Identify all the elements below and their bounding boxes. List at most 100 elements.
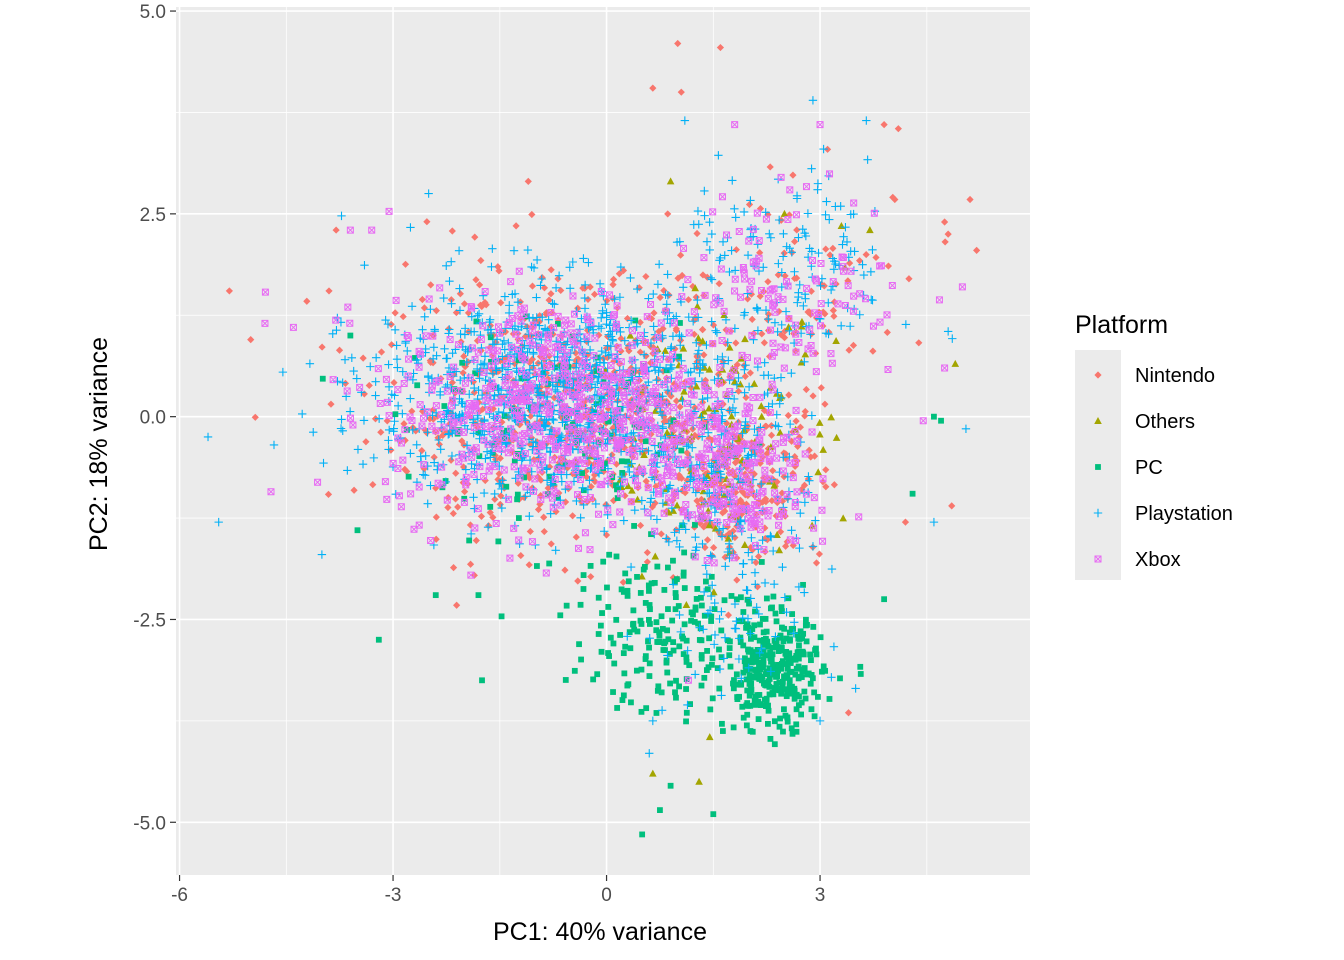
point-playstation bbox=[490, 489, 499, 499]
point-pc bbox=[786, 629, 793, 636]
point-xbox bbox=[451, 387, 459, 395]
point-playstation bbox=[750, 568, 760, 577]
point-playstation bbox=[766, 531, 775, 541]
point-xbox bbox=[507, 425, 515, 433]
point-nintendo bbox=[527, 434, 536, 442]
point-xbox bbox=[637, 331, 645, 339]
point-xbox bbox=[627, 436, 635, 444]
point-xbox bbox=[941, 364, 949, 372]
point-pc bbox=[658, 689, 665, 696]
point-playstation bbox=[702, 570, 711, 579]
point-xbox bbox=[574, 544, 582, 552]
point-pc bbox=[784, 718, 791, 725]
point-xbox bbox=[438, 463, 446, 471]
point-nintendo bbox=[635, 368, 644, 376]
point-xbox bbox=[714, 437, 722, 445]
point-nintendo bbox=[849, 341, 858, 349]
point-playstation bbox=[713, 374, 723, 383]
point-nintendo bbox=[600, 467, 608, 476]
point-pc bbox=[681, 585, 688, 591]
point-xbox bbox=[612, 320, 620, 328]
point-nintendo bbox=[678, 271, 686, 280]
point-xbox bbox=[753, 357, 761, 365]
point-pc bbox=[770, 593, 777, 600]
point-xbox bbox=[855, 513, 863, 521]
point-playstation bbox=[702, 488, 712, 498]
point-pc bbox=[857, 663, 864, 670]
point-xbox bbox=[730, 366, 738, 374]
point-nintendo bbox=[511, 360, 519, 368]
point-nintendo bbox=[750, 470, 758, 478]
point-xbox bbox=[735, 467, 743, 475]
point-xbox bbox=[536, 466, 544, 474]
point-xbox bbox=[522, 483, 530, 491]
point-xbox bbox=[847, 267, 855, 275]
point-playstation bbox=[587, 366, 596, 375]
point-playstation bbox=[827, 673, 836, 682]
point-xbox bbox=[547, 435, 555, 443]
point-playstation bbox=[728, 176, 737, 185]
point-pc bbox=[763, 595, 770, 602]
point-playstation bbox=[591, 499, 601, 509]
point-playstation bbox=[358, 460, 368, 469]
point-playstation bbox=[510, 321, 520, 331]
point-playstation bbox=[587, 463, 596, 472]
point-xbox bbox=[374, 365, 382, 373]
point-playstation bbox=[598, 309, 607, 318]
point-pc bbox=[573, 439, 580, 446]
point-playstation bbox=[681, 525, 690, 534]
point-playstation bbox=[670, 528, 679, 537]
point-pc bbox=[733, 596, 740, 603]
point-xbox bbox=[368, 226, 376, 234]
point-nintendo bbox=[642, 272, 650, 281]
x-tick-label: -6 bbox=[171, 885, 188, 906]
point-playstation bbox=[630, 505, 639, 515]
point-pc bbox=[656, 632, 663, 639]
point-nintendo bbox=[736, 496, 745, 504]
point-pc bbox=[740, 642, 747, 649]
point-xbox bbox=[572, 439, 580, 447]
point-playstation bbox=[804, 472, 813, 481]
point-pc bbox=[698, 594, 704, 601]
point-pc bbox=[628, 699, 634, 706]
point-xbox bbox=[720, 500, 728, 508]
point-playstation bbox=[760, 390, 769, 400]
point-nintendo bbox=[754, 552, 763, 561]
point-xbox bbox=[395, 492, 403, 500]
point-nintendo bbox=[787, 437, 796, 445]
point-playstation bbox=[467, 312, 476, 321]
point-nintendo bbox=[586, 283, 594, 291]
point-pc bbox=[773, 681, 780, 687]
point-pc bbox=[642, 438, 649, 445]
point-nintendo bbox=[732, 339, 740, 347]
point-xbox bbox=[753, 209, 761, 217]
point-playstation bbox=[750, 424, 759, 434]
point-pc bbox=[709, 695, 716, 702]
point-nintendo bbox=[325, 287, 333, 295]
point-pc bbox=[768, 656, 775, 663]
point-xbox bbox=[616, 508, 624, 516]
point-xbox bbox=[640, 363, 648, 371]
point-playstation bbox=[717, 607, 726, 616]
point-others bbox=[736, 380, 745, 388]
point-pc bbox=[707, 706, 714, 713]
point-pc bbox=[749, 673, 756, 680]
point-playstation bbox=[755, 648, 764, 658]
point-others bbox=[717, 376, 726, 384]
point-playstation bbox=[549, 415, 558, 425]
point-playstation bbox=[664, 419, 674, 428]
point-xbox bbox=[480, 436, 488, 444]
point-pc bbox=[654, 639, 661, 645]
point-playstation bbox=[901, 320, 911, 329]
point-playstation bbox=[828, 282, 838, 291]
point-xbox bbox=[381, 478, 389, 486]
point-nintendo bbox=[812, 559, 821, 567]
point-playstation bbox=[759, 263, 768, 272]
x-tick-label: -3 bbox=[385, 885, 402, 906]
point-playstation bbox=[790, 618, 799, 627]
point-xbox bbox=[521, 430, 529, 438]
point-pc bbox=[777, 632, 784, 639]
point-pc bbox=[793, 706, 800, 713]
point-nintendo bbox=[844, 709, 853, 717]
point-pc bbox=[931, 413, 937, 420]
